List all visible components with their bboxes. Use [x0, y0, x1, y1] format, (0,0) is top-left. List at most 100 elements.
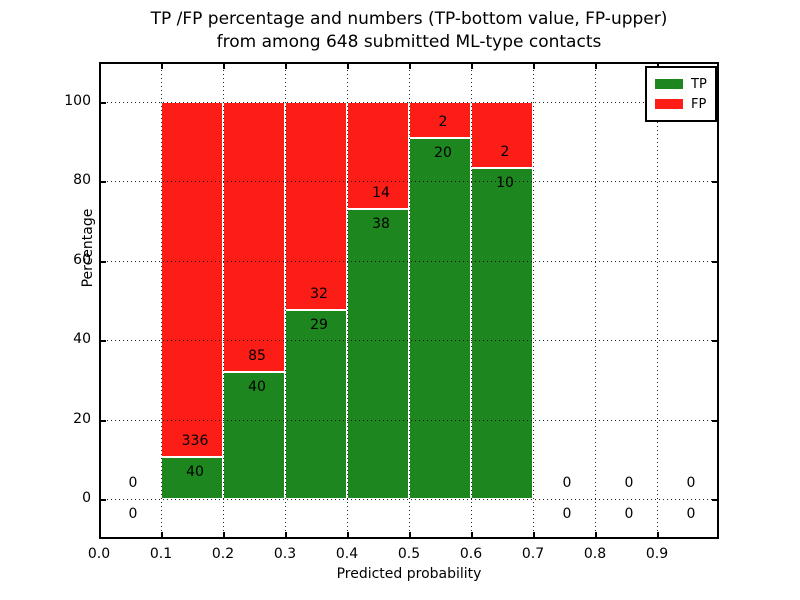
chart-title-line2: from among 648 submitted ML-type contact… [216, 32, 602, 52]
y-tick-mark [101, 101, 106, 104]
y-tick-label: 60 [73, 251, 91, 268]
x-tick-mark [409, 532, 411, 537]
fp-bar [161, 101, 223, 457]
gridline-vertical [347, 62, 348, 539]
fp-legend-label: FP [691, 96, 707, 112]
y-tick-mark [101, 260, 106, 263]
y-tick-label: 80 [73, 172, 91, 189]
chart-title-line1: TP /FP percentage and numbers (TP-bottom… [150, 9, 668, 29]
x-tick-label: 0.2 [211, 546, 235, 562]
y-tick-mark [101, 340, 106, 343]
y-tick-label: 40 [73, 331, 91, 348]
tp-count-label: 20 [434, 144, 452, 161]
fp-bar [409, 101, 471, 138]
gridline-horizontal [99, 260, 719, 262]
gridline-vertical [285, 62, 286, 539]
tp-bar [471, 168, 533, 500]
x-axis-label: Predicted probability [336, 566, 482, 582]
fp-count-label: 14 [372, 184, 390, 201]
x-tick-mark-top [99, 64, 101, 69]
fp-count-label: 0 [686, 475, 696, 492]
x-tick-mark-top [595, 64, 597, 69]
gridline-vertical [161, 62, 162, 539]
chart-title: TP /FP percentage and numbers (TP-bottom… [99, 8, 719, 54]
y-tick-mark [101, 499, 106, 502]
x-tick-mark-top [409, 64, 411, 69]
tp-count-label: 0 [128, 506, 138, 523]
tp-bar [161, 456, 223, 500]
x-tick-mark [347, 532, 349, 537]
tp-bar [347, 208, 409, 500]
x-tick-label: 0.7 [521, 546, 545, 562]
x-tick-label: 0.8 [583, 546, 607, 562]
x-tick-label: 0.1 [149, 546, 173, 562]
x-tick-mark-top [347, 64, 349, 69]
tp-legend-swatch [655, 79, 683, 89]
gridline-horizontal [99, 181, 719, 183]
fp-count-label: 85 [248, 348, 266, 365]
gridline-vertical [657, 62, 658, 539]
x-tick-label: 0.0 [87, 546, 111, 562]
fp-count-label: 32 [310, 286, 328, 303]
fp-count-label: 0 [624, 475, 634, 492]
tp-legend-label: TP [691, 76, 707, 92]
tp-count-label: 29 [310, 317, 328, 334]
gridline-vertical [533, 62, 534, 539]
fp-count-label: 0 [128, 475, 138, 492]
gridline-horizontal [99, 101, 719, 103]
x-tick-mark-top [471, 64, 473, 69]
y-tick-mark-right [712, 260, 717, 263]
legend-item-tp: TP [655, 74, 707, 94]
x-tick-label: 0.3 [273, 546, 297, 562]
tp-count-label: 0 [686, 506, 696, 523]
fp-legend-swatch [655, 99, 683, 109]
y-axis-label: Percentage [80, 208, 96, 288]
tp-bar [409, 137, 471, 500]
x-tick-mark-top [285, 64, 287, 69]
gridline-vertical [595, 62, 596, 539]
y-tick-mark-right [712, 419, 717, 422]
tp-count-label: 0 [562, 506, 572, 523]
x-tick-mark [223, 532, 225, 537]
y-tick-label: 100 [64, 92, 91, 109]
x-tick-mark [471, 532, 473, 537]
x-tick-label: 0.5 [397, 546, 421, 562]
x-tick-label: 0.4 [335, 546, 359, 562]
y-tick-label: 20 [73, 410, 91, 427]
legend: TP FP [645, 66, 717, 122]
gridline-horizontal [99, 419, 719, 421]
fp-bar [285, 101, 347, 311]
fp-count-label: 0 [562, 475, 572, 492]
tp-bar [223, 372, 285, 500]
x-tick-mark-top [161, 64, 163, 69]
x-tick-mark-top [223, 64, 225, 69]
tp-bar [285, 310, 347, 500]
y-tick-mark-right [712, 499, 717, 502]
x-tick-mark [533, 532, 535, 537]
fp-count-label: 2 [500, 144, 510, 160]
x-tick-label: 0.6 [459, 546, 483, 562]
y-tick-label: 0 [82, 490, 91, 507]
x-tick-mark [161, 532, 163, 537]
y-tick-mark-right [712, 340, 717, 343]
tp-count-label: 40 [186, 463, 204, 480]
x-tick-mark [657, 532, 659, 537]
tp-count-label: 40 [248, 379, 266, 396]
tp-count-label: 38 [372, 215, 390, 232]
gridline-horizontal [99, 499, 719, 501]
gridline-vertical [471, 62, 472, 539]
x-tick-mark [99, 532, 101, 537]
y-tick-mark-right [712, 181, 717, 184]
tp-count-label: 0 [624, 506, 634, 523]
legend-item-fp: FP [655, 94, 707, 114]
fp-count-label: 2 [438, 113, 448, 130]
tp-count-label: 10 [496, 175, 514, 191]
gridline-vertical [223, 62, 224, 539]
fp-bar [223, 101, 285, 373]
x-tick-mark [595, 532, 597, 537]
x-tick-mark-top [533, 64, 535, 69]
gridline-horizontal [99, 340, 719, 342]
y-tick-mark [101, 419, 106, 422]
y-tick-mark [101, 181, 106, 184]
